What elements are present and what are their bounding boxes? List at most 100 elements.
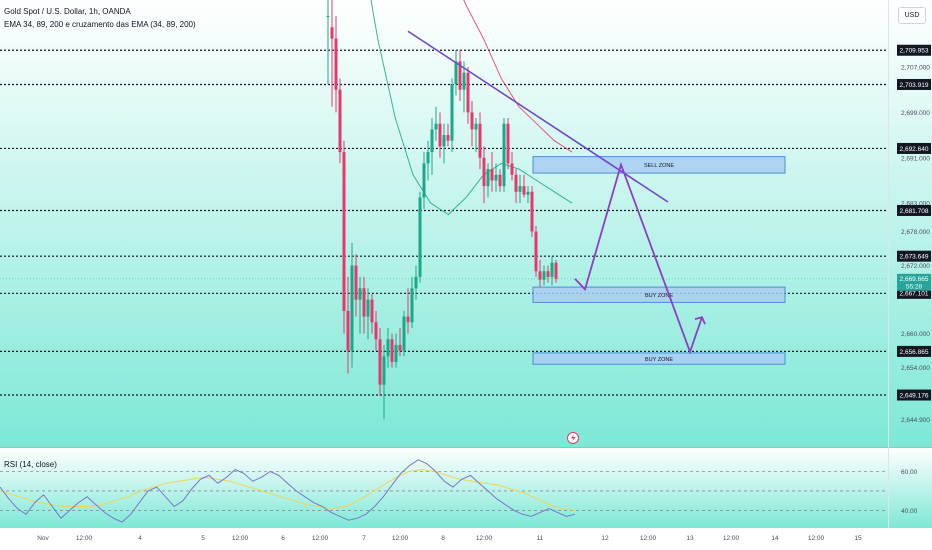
candle[interactable]	[478, 112, 482, 170]
candle[interactable]	[402, 310, 406, 357]
candle[interactable]	[450, 78, 454, 153]
candle[interactable]	[490, 152, 494, 192]
buy-zone-rect[interactable]	[532, 352, 786, 365]
candle[interactable]	[394, 333, 398, 368]
candle[interactable]	[334, 15, 338, 113]
candle-body	[342, 152, 346, 311]
candle[interactable]	[374, 310, 378, 351]
rsi-line[interactable]	[0, 459, 576, 523]
level-price-label: 2,649.176	[900, 392, 929, 399]
sell-zone-rect[interactable]	[532, 156, 786, 174]
candle[interactable]	[498, 169, 502, 192]
candle[interactable]	[390, 333, 394, 368]
candle[interactable]	[354, 254, 358, 317]
candle[interactable]	[370, 293, 374, 334]
candle[interactable]	[518, 174, 522, 204]
candle[interactable]	[546, 265, 550, 283]
candle[interactable]	[414, 265, 418, 300]
chart-symbol-title[interactable]: Gold Spot / U.S. Dollar, 1h, OANDA	[4, 7, 131, 16]
candle[interactable]	[434, 106, 438, 141]
rsi-moving-average-line[interactable]	[0, 468, 576, 511]
candle-body	[430, 129, 434, 153]
projection-path[interactable]	[574, 161, 703, 355]
time-tick-label: 15	[854, 535, 862, 542]
candle[interactable]	[458, 49, 462, 102]
candle[interactable]	[346, 276, 350, 374]
candle[interactable]	[406, 288, 410, 334]
candle[interactable]	[378, 327, 382, 397]
candle[interactable]	[430, 118, 434, 175]
rsi-tick-label: 60.00	[901, 469, 918, 476]
time-tick-label: Nov	[37, 535, 49, 542]
candle-body	[410, 288, 414, 323]
candle[interactable]	[550, 256, 554, 286]
candle[interactable]	[482, 146, 486, 204]
candle-body	[486, 169, 490, 187]
rsi-legend[interactable]: RSI (14, close)	[4, 460, 57, 469]
candle[interactable]	[538, 259, 542, 289]
candle-body	[378, 339, 382, 385]
candle[interactable]	[494, 163, 498, 192]
candle[interactable]	[514, 169, 518, 204]
candle[interactable]	[342, 140, 346, 334]
candle[interactable]	[398, 327, 402, 357]
candle[interactable]	[382, 344, 386, 420]
candle[interactable]	[554, 259, 558, 283]
candle[interactable]	[338, 78, 342, 164]
candle[interactable]	[462, 61, 466, 113]
candle[interactable]	[542, 265, 546, 286]
candle[interactable]	[470, 101, 474, 147]
candle[interactable]	[474, 118, 478, 153]
price-tick-label: 2,654.000	[901, 365, 930, 372]
candle-body	[462, 72, 466, 90]
candle[interactable]	[326, 0, 330, 85]
candle[interactable]	[446, 123, 450, 147]
rsi-pane-background	[0, 448, 932, 528]
candle-body	[338, 89, 342, 153]
candle[interactable]	[426, 140, 430, 181]
candle[interactable]	[422, 152, 426, 209]
candle[interactable]	[530, 186, 534, 238]
candle-body	[402, 316, 406, 351]
indicator-legend[interactable]: EMA 34, 89, 200 e cruzamento das EMA (34…	[4, 20, 196, 29]
candle[interactable]	[522, 174, 526, 198]
candle-body	[394, 344, 398, 362]
candle-body	[374, 322, 378, 340]
candle[interactable]	[438, 112, 442, 158]
candle[interactable]	[506, 118, 510, 170]
candle-body	[482, 157, 486, 187]
candle[interactable]	[386, 327, 390, 368]
candle[interactable]	[358, 276, 362, 334]
candle[interactable]	[418, 191, 422, 283]
sell-zone-label: SELL ZONE	[644, 163, 674, 169]
candle-body	[494, 174, 498, 181]
candle[interactable]	[362, 276, 366, 334]
candle[interactable]	[350, 242, 354, 368]
currency-button[interactable]: USD	[898, 7, 926, 24]
candle[interactable]	[442, 123, 446, 164]
candle[interactable]	[330, 0, 334, 107]
buy-zone-rect[interactable]	[532, 286, 786, 303]
candle[interactable]	[410, 276, 414, 328]
candle[interactable]	[510, 152, 514, 181]
candle[interactable]	[534, 225, 538, 277]
candle[interactable]	[502, 118, 506, 192]
candle[interactable]	[486, 163, 490, 198]
candle-body	[418, 197, 422, 277]
candle-body	[510, 163, 514, 175]
alert-marker[interactable]	[567, 432, 579, 444]
ema-89-line	[370, 0, 573, 216]
candle-body	[490, 169, 494, 181]
candle[interactable]	[454, 49, 458, 96]
price-tick-label: 2,644.900	[901, 417, 930, 424]
current-price-label: 2,669.665	[900, 276, 929, 283]
candle-body	[366, 299, 370, 317]
level-price-label: 2,656.865	[900, 349, 929, 356]
candle[interactable]	[526, 186, 530, 204]
candle[interactable]	[366, 288, 370, 340]
candle[interactable]	[466, 66, 470, 124]
price-tick-label: 2,691.000	[901, 155, 930, 162]
buy-zone-label: BUY ZONE	[645, 293, 673, 299]
time-tick-label: 12:00	[232, 535, 249, 542]
